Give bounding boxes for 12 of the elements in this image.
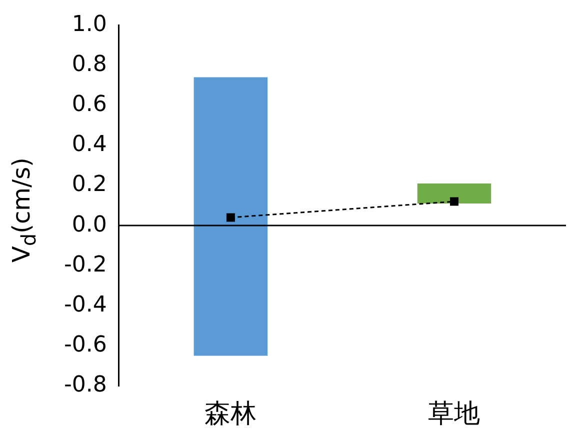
y-tick-label: -0.8 [64,372,107,398]
x-tick-label: 草地 [428,399,480,430]
y-tick-label: 0.2 [72,172,107,198]
x-tick-label: 森林 [204,399,257,430]
y-tick-label: -0.6 [64,332,107,358]
y-tick-label: 0.6 [72,92,107,118]
y-tick-label: 0.0 [72,212,107,238]
y-tick-label: -0.4 [64,292,107,318]
y-tick-label: 0.8 [72,52,107,77]
y-tick-label: -0.2 [64,252,107,278]
y-tick-label: 1.0 [72,12,107,37]
y-tick-label: 0.4 [72,132,107,158]
